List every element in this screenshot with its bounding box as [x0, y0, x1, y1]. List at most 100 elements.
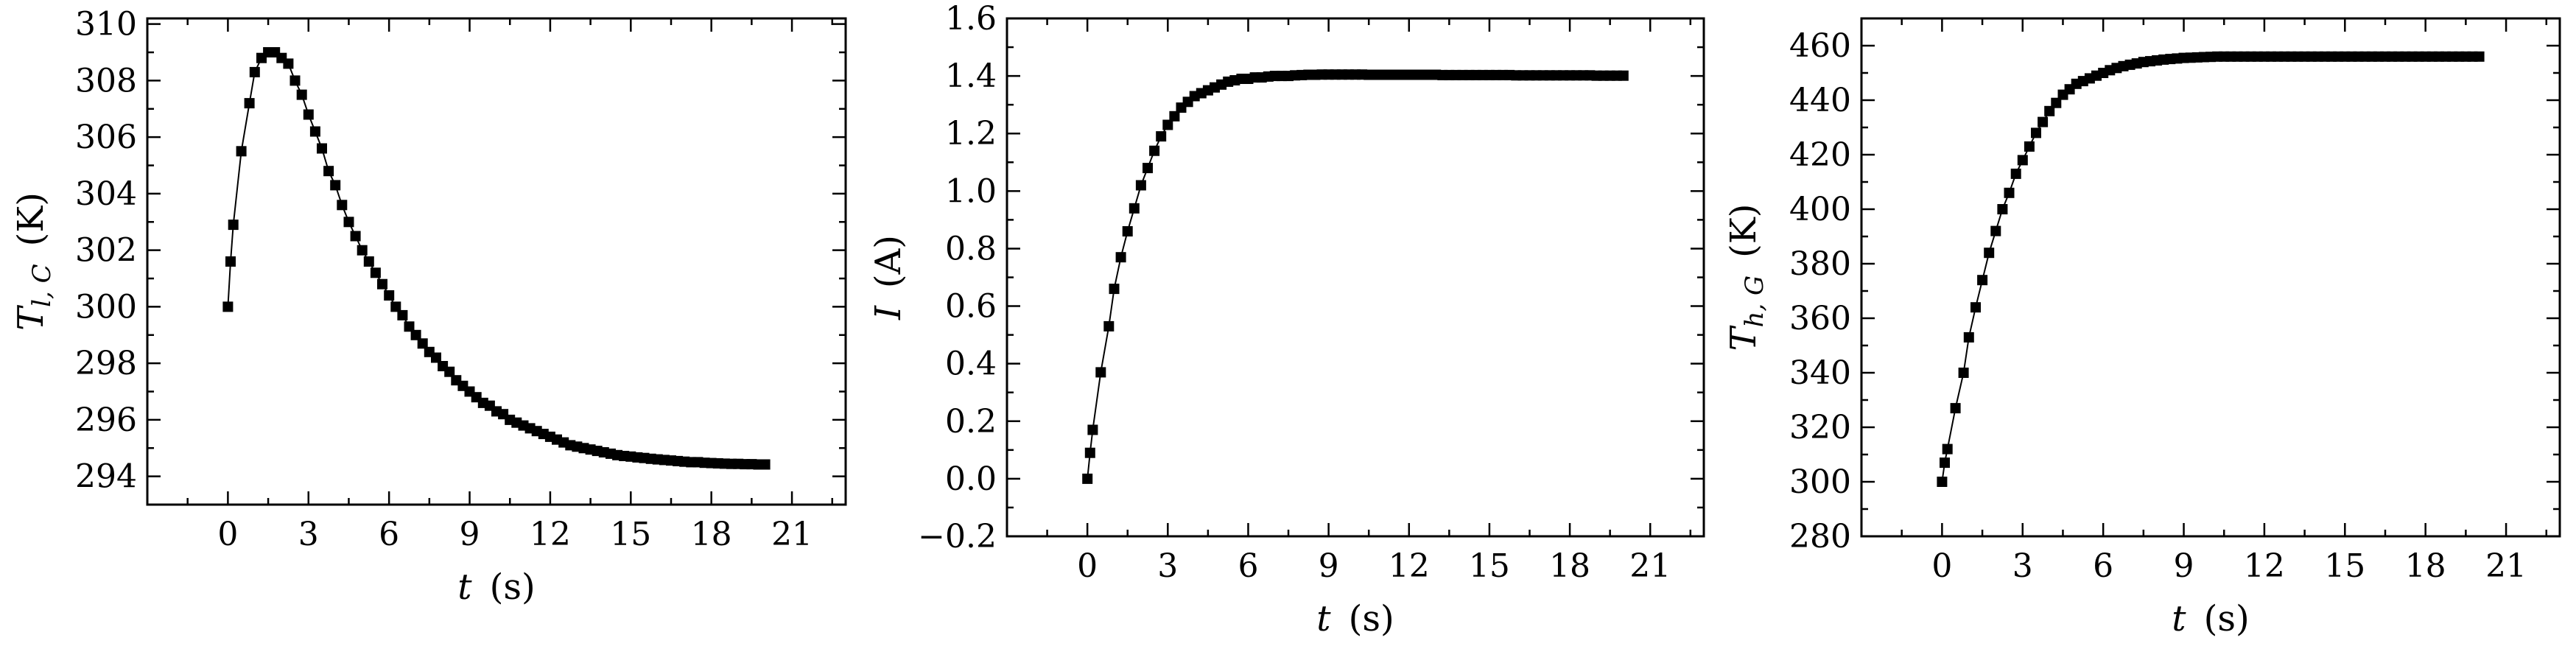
templow-data-point [417, 338, 428, 349]
templow-data-point [363, 256, 374, 267]
temphigh-data-point [1942, 443, 1953, 455]
current-data-point [1115, 252, 1126, 263]
temphigh-ytick-label: 400 [1789, 191, 1851, 228]
templow-data-point [289, 75, 301, 86]
templow-ytick-label: 304 [75, 175, 137, 213]
current-xtick-label: 21 [1629, 547, 1671, 585]
chart-temperature-low-side: 0 3 6 9 12 15 18 21 294 296 298 300 302 304 306 308 310 t… [10, 6, 847, 608]
templow-data-point [228, 220, 239, 231]
templow-data-point [249, 66, 260, 77]
temphigh-ytick-label: 420 [1789, 136, 1851, 174]
current-series-line [1087, 74, 1624, 480]
templow-data-point [444, 366, 455, 377]
templow-ytick-label: 310 [75, 6, 137, 43]
current-ytick-label: −0.2 [918, 518, 997, 555]
current-data-point [1087, 424, 1098, 435]
templow-plot-frame [146, 17, 847, 506]
temphigh-xtick-label: 15 [2324, 547, 2365, 585]
temphigh-ytick-label: 320 [1789, 409, 1851, 446]
current-data-point [1149, 145, 1160, 156]
chart-current: 0 3 6 9 12 15 18 21 −0.2 0.0 0.2 0.4 0.6 0.8 1.0 1.2 1.4… [868, 0, 1705, 639]
templow-ytick-label: 302 [75, 232, 137, 270]
templow-x-axis-label: t (s) [457, 566, 535, 608]
templow-data-point [317, 143, 327, 154]
templow-data-point [431, 352, 441, 363]
templow-ytick-label: 308 [75, 62, 137, 99]
templow-xtick-label: 3 [298, 516, 319, 553]
temphigh-data-point [2031, 127, 2041, 138]
templow-data-point [236, 146, 247, 157]
temphigh-ytick-label: 360 [1789, 300, 1851, 337]
current-ytick-label: 0.4 [945, 345, 997, 383]
templow-data-point [370, 267, 381, 278]
temphigh-y-axis-label: Th, G (K) [1723, 203, 1769, 351]
temphigh-data-point [1958, 368, 1969, 378]
templow-data-point [225, 256, 236, 267]
temphigh-data-point [1984, 248, 1995, 259]
temphigh-xtick-label: 21 [2485, 547, 2527, 585]
current-ytick-label: 0.6 [945, 288, 997, 326]
temphigh-data-point [2017, 155, 2028, 166]
templow-data-point [337, 200, 348, 211]
temphigh-data-point [1950, 403, 1961, 414]
templow-data-point [309, 126, 320, 137]
templow-data-point [397, 309, 408, 320]
current-ytick-label: 1.4 [945, 57, 997, 95]
current-xtick-label: 0 [1077, 547, 1098, 585]
temphigh-data-point [1963, 332, 1974, 343]
templow-xtick-label: 6 [379, 516, 399, 553]
current-data-point [1143, 163, 1153, 174]
templow-ytick-label: 298 [75, 345, 137, 382]
temphigh-data-point [1937, 477, 1948, 487]
templow-xtick-label: 0 [217, 516, 238, 553]
templow-xtick-label: 12 [530, 516, 571, 553]
current-data-point [1122, 226, 1133, 236]
chart-temperature-high-side: 0 3 6 9 12 15 18 21 280 300 320 340 360 380 400 420 440 4… [1723, 17, 2561, 639]
temphigh-xtick-label: 18 [2405, 547, 2446, 585]
templow-data-point [410, 329, 421, 340]
temphigh-data-point [2051, 97, 2062, 108]
current-data-point [1095, 367, 1106, 378]
temphigh-data-point [2024, 141, 2035, 152]
temphigh-ytick-label: 440 [1789, 82, 1851, 119]
current-xtick-label: 9 [1319, 547, 1339, 585]
current-data-point [1103, 320, 1115, 332]
templow-data-point [303, 109, 314, 120]
templow-data-point [244, 98, 255, 109]
templow-xtick-label: 21 [771, 516, 813, 553]
current-data-point [1156, 131, 1167, 142]
templow-ytick-label: 294 [75, 458, 137, 496]
current-data-point [1082, 473, 1093, 484]
temphigh-xtick-label: 0 [1931, 547, 1952, 585]
templow-data-point [222, 301, 234, 312]
templow-data-point [377, 278, 387, 290]
current-ytick-label: 1.6 [945, 0, 997, 38]
temphigh-x-axis-label: t (s) [2172, 598, 2249, 639]
temphigh-data-point [2044, 105, 2055, 116]
current-data-point [1169, 110, 1180, 122]
templow-data-point [350, 231, 361, 242]
current-xtick-label: 12 [1389, 547, 1430, 585]
temphigh-data-point [2004, 187, 2015, 198]
current-xtick-label: 15 [1469, 547, 1510, 585]
templow-data-point [283, 58, 294, 69]
templow-ytick-label: 296 [75, 401, 137, 439]
current-y-axis-label: I (A) [868, 235, 909, 320]
temphigh-plot-frame [1860, 17, 2561, 538]
templow-data-point [296, 89, 307, 100]
current-ytick-label: 0.2 [945, 403, 997, 441]
temphigh-ytick-label: 460 [1789, 27, 1851, 65]
templow-xtick-label: 18 [691, 516, 732, 553]
temphigh-xtick-label: 12 [2244, 547, 2285, 585]
current-x-axis-label: t (s) [1316, 598, 1394, 639]
current-data-point [1135, 180, 1146, 191]
current-data-point [1162, 119, 1173, 130]
templow-xtick-label: 9 [460, 516, 480, 553]
templow-data-point [390, 301, 401, 312]
temphigh-ytick-label: 300 [1789, 463, 1851, 501]
templow-data-point [357, 245, 368, 256]
temphigh-data-point [1990, 225, 2001, 236]
temphigh-xtick-label: 6 [2093, 547, 2113, 585]
temphigh-data-point [2038, 116, 2049, 127]
